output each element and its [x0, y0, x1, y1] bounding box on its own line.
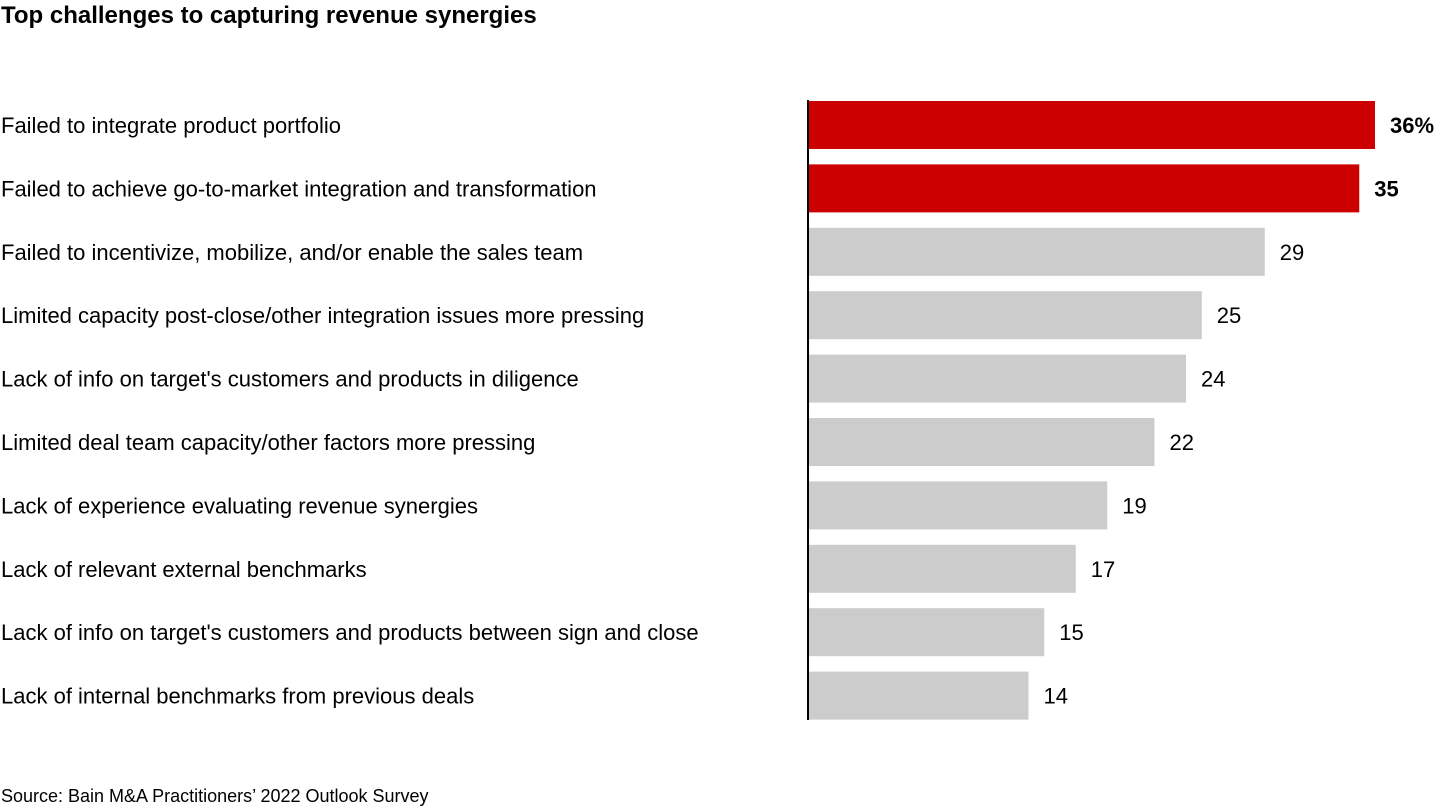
bar: [808, 608, 1045, 657]
data-label: 36%: [1390, 113, 1434, 138]
data-label: 35: [1374, 176, 1398, 201]
category-label: Limited deal team capacity/other factors…: [1, 430, 535, 455]
data-label: 19: [1122, 493, 1146, 518]
category-label: Failed to integrate product portfolio: [1, 113, 341, 138]
category-label: Lack of experience evaluating revenue sy…: [1, 493, 478, 518]
data-label: 29: [1280, 240, 1304, 265]
bar: [808, 671, 1029, 720]
bar: [808, 481, 1108, 530]
category-label: Lack of info on target's customers and p…: [1, 367, 579, 392]
bar: [808, 101, 1375, 149]
data-label: 22: [1170, 430, 1194, 455]
bar: [808, 354, 1186, 403]
chart-title: Top challenges to capturing revenue syne…: [1, 2, 537, 29]
bar: [808, 418, 1155, 466]
bar: [808, 227, 1265, 276]
data-label: 25: [1217, 303, 1241, 328]
data-label: 15: [1059, 620, 1083, 645]
bar: [808, 544, 1076, 593]
bar: [808, 291, 1202, 340]
data-label: 24: [1201, 367, 1225, 392]
bar: [808, 164, 1360, 213]
category-label: Lack of internal benchmarks from previou…: [1, 684, 474, 709]
category-label: Limited capacity post-close/other integr…: [1, 303, 644, 328]
category-label: Lack of relevant external benchmarks: [1, 557, 367, 582]
source-note: Source: Bain M&A Practitioners’ 2022 Out…: [1, 786, 429, 806]
category-label: Lack of info on target's customers and p…: [1, 620, 699, 645]
category-label: Failed to achieve go-to-market integrati…: [1, 176, 597, 201]
data-label: 14: [1044, 684, 1068, 709]
category-label: Failed to incentivize, mobilize, and/or …: [1, 240, 583, 265]
data-label: 17: [1091, 557, 1115, 582]
